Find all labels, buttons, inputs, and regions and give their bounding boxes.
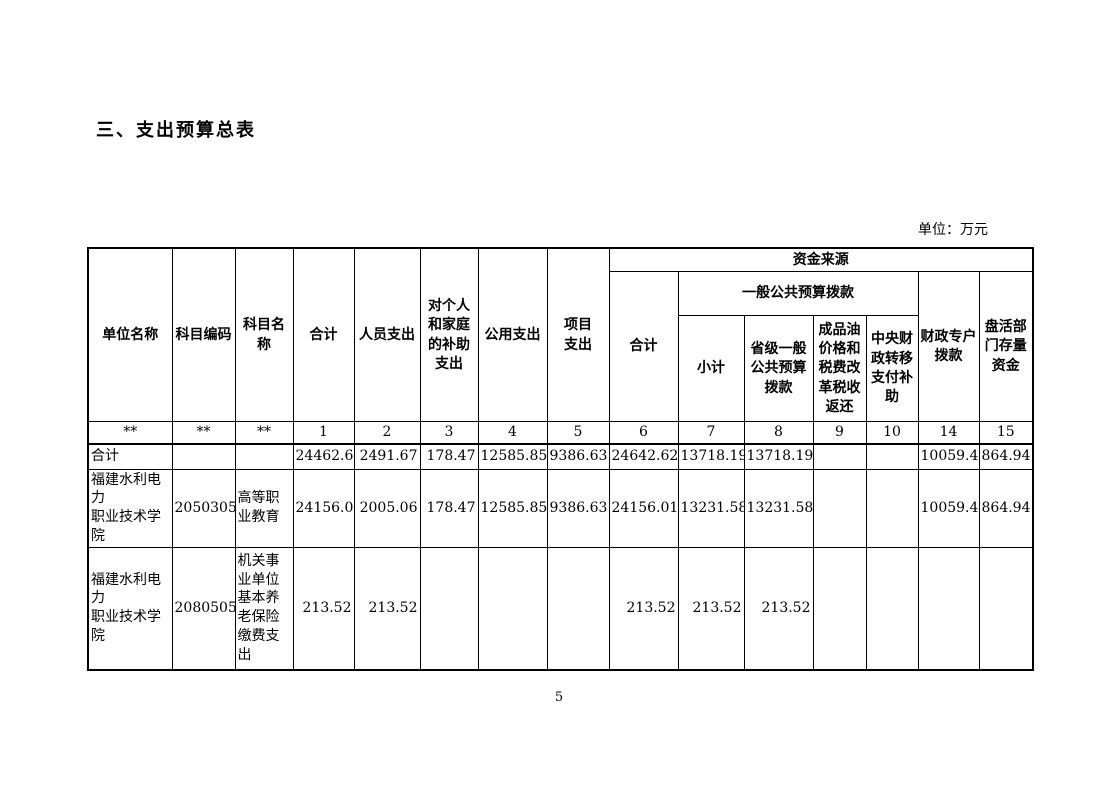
code-cell: 3: [419, 420, 479, 445]
code-cell: **: [87, 420, 173, 445]
cell-value: 12585.85: [477, 443, 548, 470]
header-funding-total: 合计: [608, 270, 679, 422]
column-code-row: ** ** ** 1 2 3 4 5 6 7 8 9 10 14 15: [87, 420, 1034, 445]
cell-value: 24642.62: [608, 443, 679, 470]
cell-value: 10059.49: [917, 443, 980, 470]
cell-value: 178.47: [419, 468, 479, 549]
header-provincial-general-budget: 省级一般 公共预算 拨款: [743, 314, 814, 422]
code-cell: **: [171, 420, 236, 445]
header-public-expenditure: 公用支出: [477, 247, 548, 422]
table-row-total: 合计 24462.62 2491.67 178.47 12585.85 9386…: [87, 443, 1034, 470]
header-subject-code: 科目编码: [171, 247, 236, 422]
code-cell: 4: [477, 420, 548, 445]
header-row-2: 合计 一般公共预算拨款 财政专户 拨款 盘活部 门存量 资金: [88, 270, 1034, 422]
code-cell: 9: [812, 420, 867, 445]
code-cell: 7: [677, 420, 745, 445]
header-personnel-expenditure: 人员支出: [353, 247, 421, 422]
cell-value: 2491.67: [353, 443, 421, 470]
cell-value: [865, 468, 919, 549]
header-unit-name: 单位名称: [87, 247, 173, 422]
code-cell: 5: [546, 420, 610, 445]
cell-subject-name: 高等职 业教育: [234, 468, 294, 549]
header-individual-family-subsidy: 对个人 和家庭 的补助 支出: [419, 247, 479, 422]
cell-value: [917, 547, 980, 671]
header-total: 合计: [292, 247, 355, 422]
code-cell: 10: [865, 420, 919, 445]
page-number: 5: [554, 690, 564, 705]
cell-value: 13718.19: [677, 443, 745, 470]
page-title: 三、支出预算总表: [96, 120, 256, 140]
code-cell: **: [234, 420, 294, 445]
cell-value: 24156.01: [292, 468, 355, 549]
header-subject-name: 科目名 称: [234, 247, 294, 422]
header-row-1: 单位名称 科目编码 科目名 称 合计 人员支出 对个人 和家庭 的补助 支出 公…: [87, 247, 1034, 422]
cell-value: 13231.58: [677, 468, 745, 549]
cell-value: 24462.62: [292, 443, 355, 470]
header-central-transfer-subsidy: 中央财 政转移 支付补 助: [865, 314, 919, 422]
cell-value: [477, 547, 548, 671]
cell-value: 213.52: [677, 547, 745, 671]
cell-unit-name: 合计: [87, 443, 173, 470]
cell-value: [419, 547, 479, 671]
cell-value: [812, 443, 867, 470]
header-project-expenditure: 项目 支出: [546, 247, 610, 422]
cell-subject-code: 2080505: [171, 547, 236, 671]
unit-note: 单位：万元: [918, 222, 988, 238]
cell-value: [865, 547, 919, 671]
header-general-public-budget: 一般公共预算拨款: [677, 270, 919, 316]
code-cell: 8: [743, 420, 814, 445]
code-cell: 15: [978, 420, 1034, 445]
code-cell: 14: [917, 420, 980, 445]
cell-value: [546, 547, 610, 671]
cell-value: 213.52: [743, 547, 814, 671]
cell-value: 13231.58: [743, 468, 814, 549]
header-refined-oil-tax-rebate: 成品油 价格和 税费改 革税收 返还: [812, 314, 867, 422]
cell-subject-name: [234, 443, 294, 470]
cell-unit-name: 福建水利电力 职业技术学院: [87, 468, 173, 549]
cell-value: 9386.63: [546, 468, 610, 549]
cell-value: [978, 547, 1034, 671]
cell-value: 12585.85: [477, 468, 548, 549]
cell-value: 864.94: [978, 443, 1034, 470]
code-cell: 2: [353, 420, 421, 445]
header-fiscal-special-account: 财政专户 拨款: [917, 270, 980, 422]
code-cell: 6: [608, 420, 679, 445]
code-cell: 1: [292, 420, 355, 445]
cell-value: [812, 468, 867, 549]
header-funding-source: 资金来源: [608, 247, 1034, 272]
cell-unit-name: 福建水利电力 职业技术学院: [87, 547, 173, 671]
table-row: 福建水利电力 职业技术学院 2080505 机关事 业单位 基本养 老保险 缴费…: [87, 547, 1034, 671]
cell-value: 13718.19: [743, 443, 814, 470]
cell-value: 864.94: [978, 468, 1034, 549]
cell-value: 178.47: [419, 443, 479, 470]
table-row: 福建水利电力 职业技术学院 2050305 高等职 业教育 24156.01 2…: [87, 468, 1034, 549]
cell-value: [812, 547, 867, 671]
cell-value: 213.52: [608, 547, 679, 671]
cell-value: 10059.49: [917, 468, 980, 549]
cell-value: 2005.06: [353, 468, 421, 549]
cell-value: 24156.01: [608, 468, 679, 549]
cell-subject-code: 2050305: [171, 468, 236, 549]
cell-value: 9386.63: [546, 443, 610, 470]
header-dept-stock-funds: 盘活部 门存量 资金: [978, 270, 1034, 422]
budget-table: 单位名称 科目编码 科目名 称 合计 人员支出 对个人 和家庭 的补助 支出 公…: [87, 247, 1034, 671]
header-row-3: 小计 省级一般 公共预算 拨款 成品油 价格和 税费改 革税收 返还 中央财 政…: [88, 314, 1033, 422]
cell-subject-name: 机关事 业单位 基本养 老保险 缴费支 出: [234, 547, 294, 671]
cell-subject-code: [171, 443, 236, 470]
cell-value: [865, 443, 919, 470]
cell-value: 213.52: [292, 547, 355, 671]
cell-value: 213.52: [353, 547, 421, 671]
header-subtotal: 小计: [677, 314, 745, 422]
